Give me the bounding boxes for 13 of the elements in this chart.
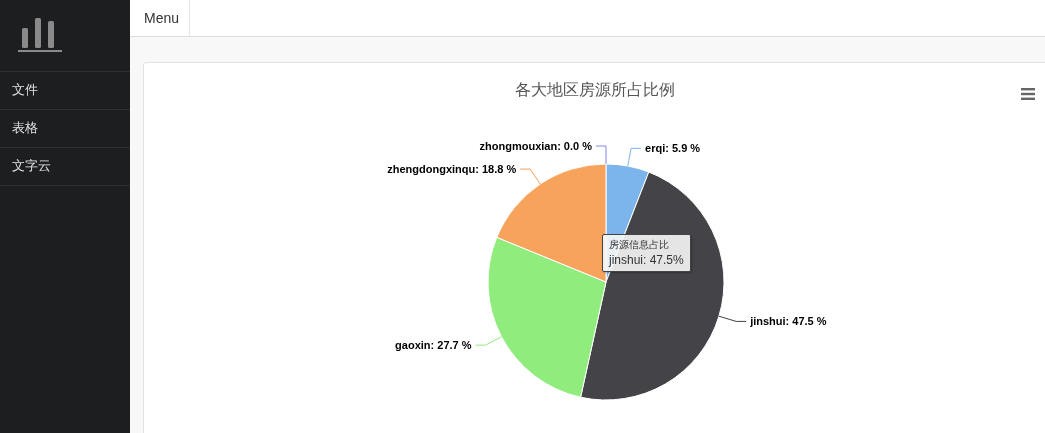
chart-title: 各大地区房源所占比例 — [515, 81, 675, 98]
data-label: : 18.8 % — [475, 163, 517, 176]
data-label: : 5.9 % — [665, 142, 701, 155]
slice-label: jinshui — [750, 315, 786, 328]
data-label: : 27.7 % — [430, 339, 472, 352]
data-label: : 47.5 % — [785, 315, 827, 328]
text: 表格 — [12, 120, 38, 136]
text: Menu — [144, 10, 180, 26]
text: 文件 — [12, 82, 38, 98]
slice-label: gaoxin — [395, 339, 431, 352]
text: : 0.0 % — [557, 140, 592, 152]
text: 文字云 — [12, 158, 51, 174]
tooltip: 房源信息占比 jinshui: 47.5% — [602, 234, 691, 272]
